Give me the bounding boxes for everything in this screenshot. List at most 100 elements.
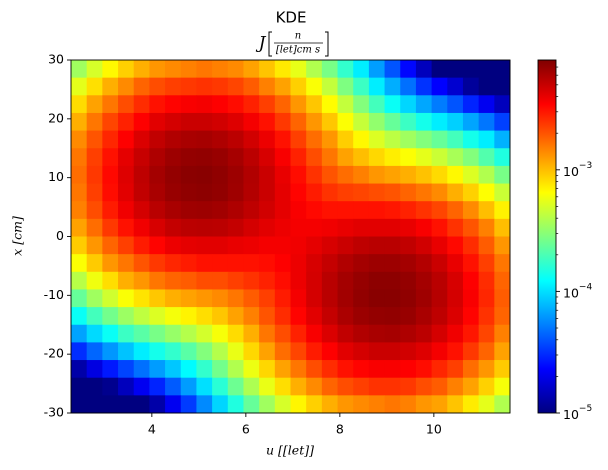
cell: [290, 95, 307, 114]
cell: [368, 148, 386, 167]
cell: [165, 360, 182, 379]
cell: [353, 377, 370, 396]
cell: [165, 236, 182, 255]
cell: [290, 183, 307, 202]
cell: [71, 236, 88, 255]
cell: [133, 77, 150, 96]
cell: [447, 77, 464, 96]
cell: [494, 95, 511, 114]
cell: [259, 201, 276, 220]
cell: [243, 77, 260, 96]
cell: [337, 307, 354, 326]
cell: [71, 95, 88, 114]
cell: [196, 218, 213, 237]
cell: [400, 324, 417, 343]
cell: [353, 271, 370, 290]
cell: [337, 218, 354, 237]
cell: [118, 95, 135, 114]
cell: [180, 165, 197, 185]
cell: [118, 77, 135, 96]
cell: [321, 236, 339, 255]
cell: [431, 60, 448, 79]
cell: [212, 395, 229, 414]
cell: [165, 395, 182, 414]
cell: [165, 377, 182, 396]
cell: [180, 218, 197, 237]
cell: [447, 236, 464, 255]
cell: [494, 307, 511, 326]
cell: [86, 60, 103, 79]
cell: [353, 201, 370, 220]
cell: [274, 112, 291, 132]
cell: [102, 289, 119, 308]
cell: [353, 112, 370, 132]
cell: [431, 254, 448, 273]
y-tick-label: -20: [44, 346, 64, 361]
subtitle-numerator: n: [295, 31, 301, 42]
cell: [384, 95, 401, 114]
cell: [118, 360, 135, 379]
cell: [431, 342, 448, 361]
cell: [86, 183, 103, 202]
cell: [118, 324, 135, 343]
cell: [274, 183, 291, 202]
cell: [478, 77, 495, 96]
cell: [133, 307, 150, 326]
cell: [102, 112, 119, 132]
cell: [133, 183, 150, 202]
cell: [86, 77, 103, 96]
cell: [165, 165, 182, 185]
cell: [321, 201, 339, 220]
cell: [306, 112, 323, 132]
cell: [165, 218, 182, 237]
cell: [118, 254, 135, 273]
tick-exponent: −4: [579, 282, 593, 292]
cell: [290, 130, 307, 149]
cell: [447, 60, 464, 79]
cell: [243, 201, 260, 220]
cell: [290, 77, 307, 96]
cell: [306, 289, 323, 308]
cell: [133, 254, 150, 273]
cell: [102, 77, 119, 96]
cell: [118, 165, 135, 185]
cell: [180, 201, 197, 220]
cell: [384, 254, 401, 273]
cell: [431, 271, 448, 290]
cell: [462, 236, 480, 255]
cell: [149, 289, 166, 308]
cell: [478, 254, 495, 273]
cell: [71, 183, 88, 202]
cell: [431, 165, 448, 185]
cell: [133, 112, 150, 132]
cell: [180, 60, 197, 79]
cell: [227, 95, 244, 114]
cell: [321, 112, 339, 132]
cell: [478, 165, 495, 185]
cell: [415, 165, 433, 185]
cell: [478, 360, 495, 379]
cell: [180, 236, 197, 255]
cell: [353, 289, 370, 308]
cell: [86, 395, 103, 414]
tick-exponent: −5: [579, 404, 592, 414]
cell: [368, 165, 386, 185]
cell: [243, 218, 260, 237]
x-tick-label: 6: [242, 422, 250, 437]
cell: [259, 60, 276, 79]
cell: [353, 60, 370, 79]
cell: [180, 95, 197, 114]
cell: [290, 218, 307, 237]
cell: [243, 307, 260, 326]
cell: [400, 77, 417, 96]
cell: [118, 342, 135, 361]
cell: [321, 60, 339, 79]
cell: [462, 77, 480, 96]
cell: [447, 324, 464, 343]
cell: [274, 324, 291, 343]
cell: [462, 112, 480, 132]
cell: [259, 254, 276, 273]
cell: [368, 218, 386, 237]
cell: [462, 165, 480, 185]
cell: [462, 307, 480, 326]
